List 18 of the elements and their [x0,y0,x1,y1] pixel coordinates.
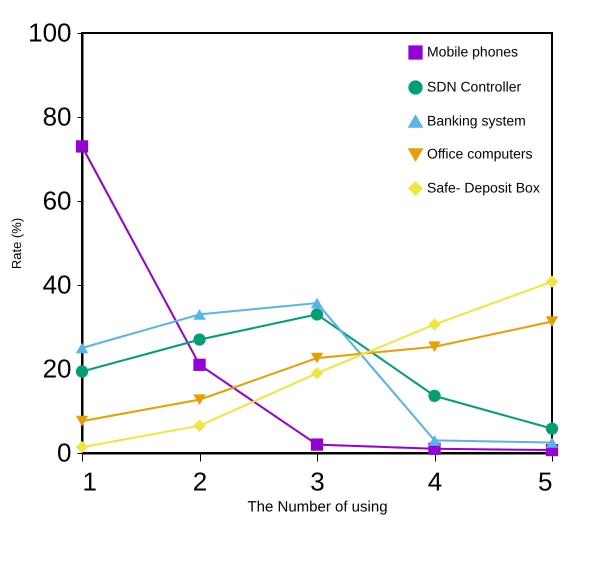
legend-label: Office computers [427,146,533,162]
y-tick-label: 80 [42,102,72,132]
y-tick-label: 20 [42,354,72,384]
y-tick-label: 40 [42,270,72,300]
y-tick-label: 60 [42,186,72,216]
legend-label: SDN Controller [427,78,522,94]
x-tick-label: 1 [82,466,97,496]
x-tick-label: 3 [310,466,325,496]
y-tick-label: 100 [28,18,72,48]
x-tick-label: 5 [538,466,552,496]
x-tick-label: 4 [428,466,442,496]
y-axis-title: Rate (%) [9,218,24,270]
x-tick-label: 2 [192,466,208,496]
x-axis-title: The Number of using [247,498,388,516]
legend-label: Safe- Deposit Box [427,180,540,196]
y-tick-label: 0 [57,438,72,468]
legend-label: Mobile phones [427,44,518,60]
legend-label: Banking system [427,112,526,128]
